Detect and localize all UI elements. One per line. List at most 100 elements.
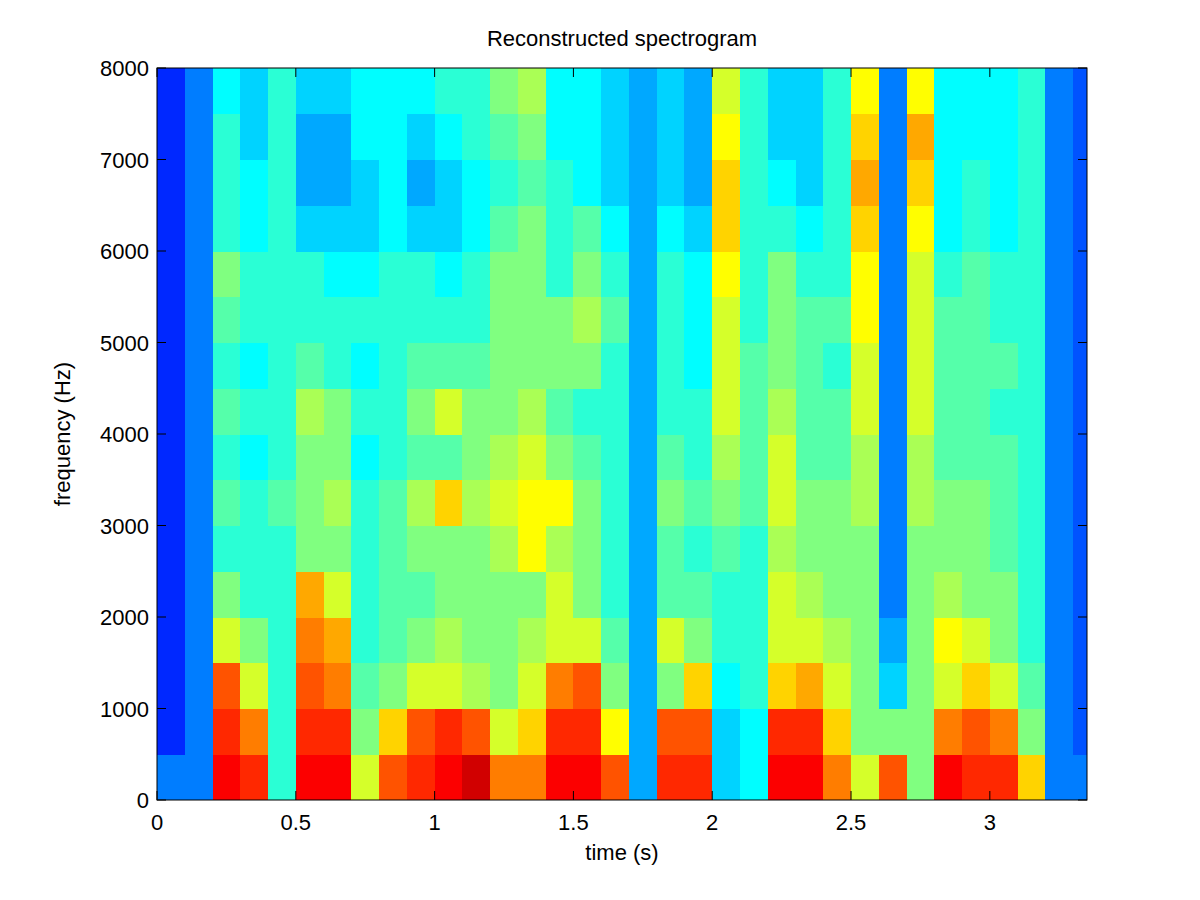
cell [712, 251, 740, 297]
cell [1073, 663, 1087, 709]
cell [268, 571, 296, 617]
x-tick [712, 791, 713, 800]
cell [629, 571, 657, 617]
cell [740, 480, 768, 526]
cell [990, 297, 1018, 343]
cell [990, 343, 1018, 389]
y-tick-right [1078, 342, 1087, 343]
cell [907, 754, 935, 800]
cell [157, 709, 185, 755]
cell [851, 480, 879, 526]
cell [240, 343, 268, 389]
cell [324, 343, 352, 389]
cell [629, 709, 657, 755]
cell [379, 617, 407, 663]
cell [657, 388, 685, 434]
cell [768, 480, 796, 526]
cell [268, 663, 296, 709]
cell [740, 251, 768, 297]
cell [990, 160, 1018, 206]
cell [796, 68, 824, 114]
cell [712, 709, 740, 755]
cell [185, 663, 213, 709]
cell [185, 526, 213, 572]
cell [684, 434, 712, 480]
cell [518, 571, 546, 617]
cell [379, 434, 407, 480]
cell [657, 571, 685, 617]
cell [407, 571, 435, 617]
cell [546, 160, 574, 206]
cell [962, 434, 990, 480]
cell [1073, 343, 1087, 389]
cell [684, 663, 712, 709]
cell [296, 388, 324, 434]
cell [1073, 709, 1087, 755]
cell [296, 526, 324, 572]
cell [490, 434, 518, 480]
cell [962, 114, 990, 160]
cell [1018, 160, 1046, 206]
cell [907, 526, 935, 572]
cell [157, 160, 185, 206]
x-tick-label: 0 [151, 810, 163, 835]
cell [573, 709, 601, 755]
cell [157, 754, 185, 800]
cell [684, 251, 712, 297]
cell [990, 68, 1018, 114]
cell [740, 343, 768, 389]
cell [962, 754, 990, 800]
cell [379, 160, 407, 206]
cell [240, 114, 268, 160]
y-tick-label: 3000 [100, 514, 149, 539]
cell [907, 160, 935, 206]
x-tick-label: 0.5 [281, 810, 312, 835]
cell [379, 114, 407, 160]
cell [573, 114, 601, 160]
cell [712, 571, 740, 617]
cell [796, 663, 824, 709]
y-tick-label: 6000 [100, 239, 149, 264]
cell [796, 754, 824, 800]
cell [712, 205, 740, 251]
cell [934, 754, 962, 800]
cell [879, 663, 907, 709]
cell [518, 663, 546, 709]
cell [629, 434, 657, 480]
cell [490, 617, 518, 663]
cell [657, 526, 685, 572]
x-axis-label: time (s) [585, 840, 658, 865]
cell [601, 343, 629, 389]
y-tick [157, 159, 166, 160]
cell [213, 663, 241, 709]
cell [407, 754, 435, 800]
cell [213, 526, 241, 572]
cell [546, 205, 574, 251]
cell [1045, 480, 1073, 526]
cell [712, 68, 740, 114]
cell [1018, 251, 1046, 297]
cell [823, 526, 851, 572]
cell [823, 434, 851, 480]
cell [379, 526, 407, 572]
cell [296, 663, 324, 709]
cell [796, 709, 824, 755]
cell [879, 434, 907, 480]
cell [407, 297, 435, 343]
x-tick-top [295, 68, 296, 77]
cell [768, 526, 796, 572]
cell [546, 251, 574, 297]
cell [157, 388, 185, 434]
cell [490, 754, 518, 800]
cell [1045, 663, 1073, 709]
cell [934, 205, 962, 251]
cell [934, 388, 962, 434]
cell [490, 526, 518, 572]
cell [435, 709, 463, 755]
cell [962, 251, 990, 297]
y-tick [157, 708, 166, 709]
cell [907, 434, 935, 480]
cell [629, 160, 657, 206]
cell [907, 388, 935, 434]
cell [629, 526, 657, 572]
